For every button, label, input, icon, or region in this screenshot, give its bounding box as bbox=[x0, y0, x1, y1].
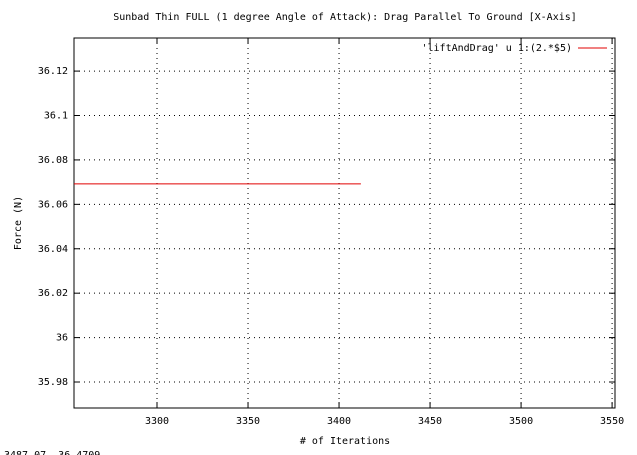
plot-frame bbox=[73, 37, 616, 409]
y-tick-label: 36.06 bbox=[38, 199, 68, 210]
y-tick-label: 36.1 bbox=[44, 111, 68, 122]
y-tick-label: 36.08 bbox=[38, 155, 68, 166]
y-tick-label: 36.02 bbox=[38, 288, 68, 299]
y-axis-label: Force (N) bbox=[13, 196, 24, 250]
y-tick-label: 36.04 bbox=[38, 244, 68, 255]
y-tick-label: 36 bbox=[56, 333, 68, 344]
x-axis-label: # of Iterations bbox=[300, 436, 390, 447]
y-tick-label: 35.98 bbox=[38, 377, 68, 388]
y-tick-label: 36.12 bbox=[38, 66, 68, 77]
legend-label: 'liftAndDrag' u 1:(2.*$5) bbox=[421, 43, 572, 54]
status-text: 3487.07, 36.4709 bbox=[4, 450, 100, 455]
x-tick-label: 3450 bbox=[418, 416, 442, 427]
x-tick-label: 3400 bbox=[327, 416, 351, 427]
x-tick-label: 3500 bbox=[509, 416, 533, 427]
x-tick-label: 3550 bbox=[600, 416, 624, 427]
x-tick-label: 3350 bbox=[236, 416, 260, 427]
chart-title: Sunbad Thin FULL (1 degree Angle of Atta… bbox=[113, 12, 577, 23]
x-tick-label: 3300 bbox=[145, 416, 169, 427]
